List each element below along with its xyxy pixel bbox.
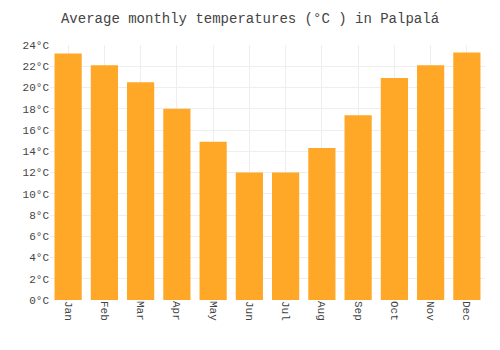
- svg-text:24°C: 24°C: [23, 40, 50, 52]
- svg-text:Sep: Sep: [352, 301, 364, 321]
- svg-text:10°C: 10°C: [23, 189, 50, 201]
- svg-text:20°C: 20°C: [23, 82, 50, 94]
- svg-text:Mar: Mar: [134, 301, 146, 321]
- svg-text:22°C: 22°C: [23, 61, 50, 73]
- svg-text:14°C: 14°C: [23, 146, 50, 158]
- svg-text:18°C: 18°C: [23, 104, 50, 116]
- svg-text:16°C: 16°C: [23, 125, 50, 137]
- svg-text:Jun: Jun: [243, 301, 255, 321]
- svg-text:Aug: Aug: [315, 301, 327, 321]
- svg-text:Apr: Apr: [170, 301, 182, 321]
- svg-text:Jan: Jan: [62, 301, 74, 321]
- svg-text:Average monthly temperatures (: Average monthly temperatures (°C ) in Pa…: [61, 11, 439, 27]
- svg-text:8°C: 8°C: [29, 210, 49, 222]
- svg-text:0°C: 0°C: [29, 295, 49, 307]
- svg-text:Nov: Nov: [424, 301, 436, 321]
- svg-text:May: May: [207, 301, 219, 321]
- svg-text:2°C: 2°C: [29, 274, 49, 286]
- svg-text:Jul: Jul: [279, 301, 291, 321]
- svg-text:Feb: Feb: [98, 301, 110, 321]
- svg-text:6°C: 6°C: [29, 231, 49, 243]
- svg-text:Oct: Oct: [388, 301, 400, 321]
- svg-text:12°C: 12°C: [23, 167, 50, 179]
- svg-text:4°C: 4°C: [29, 252, 49, 264]
- svg-text:Dec: Dec: [460, 301, 472, 321]
